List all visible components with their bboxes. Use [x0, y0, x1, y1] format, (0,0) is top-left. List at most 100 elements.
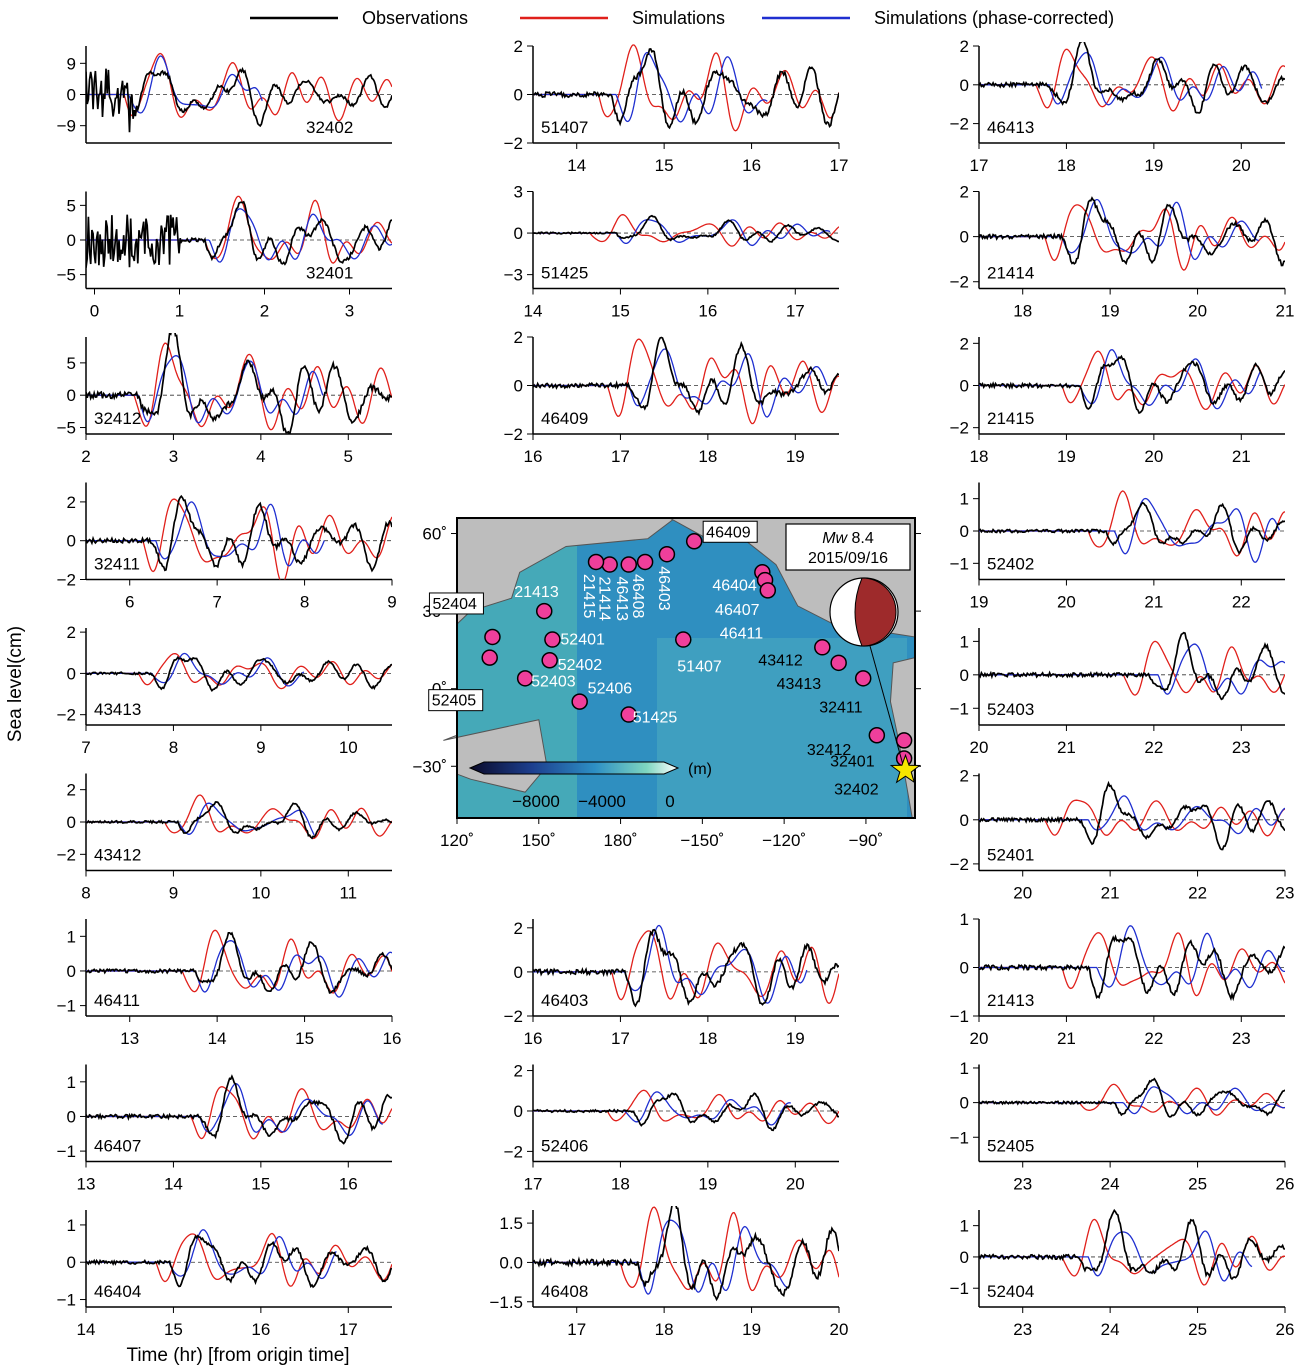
x-tick-label: 11	[339, 884, 357, 903]
x-axis-label: Time (hr) [from origin time]	[126, 1345, 349, 1366]
station-label-box	[428, 689, 484, 712]
station-marker	[895, 732, 913, 749]
x-tick-label: 18	[970, 447, 989, 466]
x-tick-label: 20	[970, 1029, 989, 1048]
station-map-label: 46408	[629, 574, 646, 619]
x-tick-label: 9	[387, 593, 396, 612]
x-tick-label: 7	[81, 738, 90, 757]
y-tick-label: 1	[960, 1217, 969, 1236]
y-tick-label: 1	[67, 927, 76, 946]
series-obs	[86, 1074, 392, 1145]
panel-52402: −1 0 1 19 20 21 22 52402	[950, 482, 1285, 612]
station-marker	[541, 651, 558, 669]
colorbar-tick-label: −4000	[578, 792, 626, 811]
station-marker	[636, 553, 654, 571]
y-tick-label: 0	[514, 963, 523, 982]
y-tick-label: −2	[57, 706, 76, 725]
x-tick-label: 17	[611, 447, 630, 466]
station-map-label: 21414	[596, 577, 613, 622]
station-map-label: 51425	[633, 710, 678, 727]
y-tick-label: 5	[67, 354, 76, 373]
station-marker	[868, 726, 886, 744]
x-tick-label: 16	[339, 1175, 358, 1194]
series-cor	[979, 795, 1285, 835]
x-tick-label: 17	[567, 1320, 586, 1339]
y-tick-label: 0	[514, 377, 523, 396]
x-tick-label: 17	[524, 1175, 543, 1194]
series-obs	[86, 655, 392, 692]
station-marker	[830, 654, 847, 672]
x-tick-label: 20	[1013, 884, 1032, 903]
series-obs	[86, 66, 392, 133]
x-tick-label: 19	[970, 593, 989, 612]
asia-land	[456, 517, 677, 626]
series-sim	[979, 48, 1285, 112]
x-tick-label: 24	[1101, 1320, 1120, 1339]
y-tick-label: −1	[57, 1142, 76, 1161]
station-map-label: 52403	[531, 673, 576, 690]
station-marker	[601, 556, 618, 573]
y-tick-label: −2	[504, 134, 523, 153]
x-tick-label: 20	[1144, 447, 1163, 466]
rise-east	[657, 638, 907, 818]
panel-46409: −2 0 2 16 17 18 19 46409	[504, 328, 839, 466]
station-marker	[814, 639, 831, 656]
y-tick-label: 9	[67, 54, 76, 73]
y-tick-label: 0	[960, 377, 969, 396]
panel-52406: −2 0 2 17 18 19 20 52406	[504, 1062, 839, 1194]
epicenter-star	[889, 753, 922, 784]
panel-32411: −2 0 2 6 7 8 9 32411	[57, 482, 397, 612]
station-map-label: 21415	[580, 574, 597, 619]
x-tick-label: 16	[698, 302, 717, 321]
x-tick-label: 2	[81, 447, 90, 466]
y-tick-label: −1	[950, 699, 969, 718]
y-tick-label: 0	[960, 76, 969, 95]
lon-tick-label: 180˚	[604, 831, 638, 850]
y-tick-label: 0	[67, 813, 76, 832]
station-label: 46407	[94, 1137, 141, 1156]
station-map-label: 46403	[655, 566, 672, 611]
station-label: 51425	[541, 264, 588, 283]
station-marker	[587, 553, 605, 571]
y-tick-label: 0	[960, 228, 969, 247]
x-tick-label: 14	[567, 156, 586, 175]
x-tick-label: 17	[970, 156, 989, 175]
x-tick-label: 22	[1144, 1029, 1163, 1048]
station-label: 52406	[541, 1137, 588, 1156]
y-tick-label: 0	[67, 86, 76, 105]
x-tick-label: 18	[1013, 302, 1032, 321]
y-tick-label: 2	[960, 37, 969, 56]
series-sim	[979, 204, 1285, 271]
x-tick-label: 16	[524, 1029, 543, 1048]
x-tick-label: 18	[611, 1175, 630, 1194]
x-tick-label: 17	[786, 302, 805, 321]
station-marker	[535, 602, 553, 620]
station-label: 43412	[94, 846, 141, 865]
station-map-label: 21413	[514, 584, 559, 601]
x-tick-label: 26	[1276, 1320, 1295, 1339]
station-map-label: 46411	[720, 625, 763, 642]
x-tick-label: 21	[1232, 447, 1251, 466]
legend-label: Observations	[362, 8, 468, 28]
station-map-label: 52402	[558, 657, 603, 674]
station-marker	[516, 670, 534, 687]
series-obs	[533, 47, 839, 130]
station-label: 32401	[306, 264, 353, 283]
x-tick-label: 7	[212, 593, 221, 612]
lon-tick-label: −90˚	[849, 831, 884, 850]
series-obs	[533, 336, 839, 416]
x-tick-label: 25	[1188, 1320, 1207, 1339]
station-marker	[481, 649, 498, 666]
x-tick-label: 22	[1144, 738, 1163, 757]
panel-46408: −1.5 0.0 1.5 17 18 19 20 46408	[489, 1206, 848, 1339]
y-tick-label: 0.0	[499, 1253, 523, 1272]
y-tick-label: −1	[950, 1279, 969, 1298]
x-tick-label: 15	[251, 1175, 270, 1194]
event-date: 2015/09/16	[808, 550, 888, 567]
y-tick-label: −2	[950, 419, 969, 438]
y-tick-label: 1.5	[499, 1214, 523, 1233]
series-sim	[86, 1086, 392, 1140]
lat-tick-label: −30˚	[413, 757, 448, 776]
x-tick-label: 18	[698, 1029, 717, 1048]
